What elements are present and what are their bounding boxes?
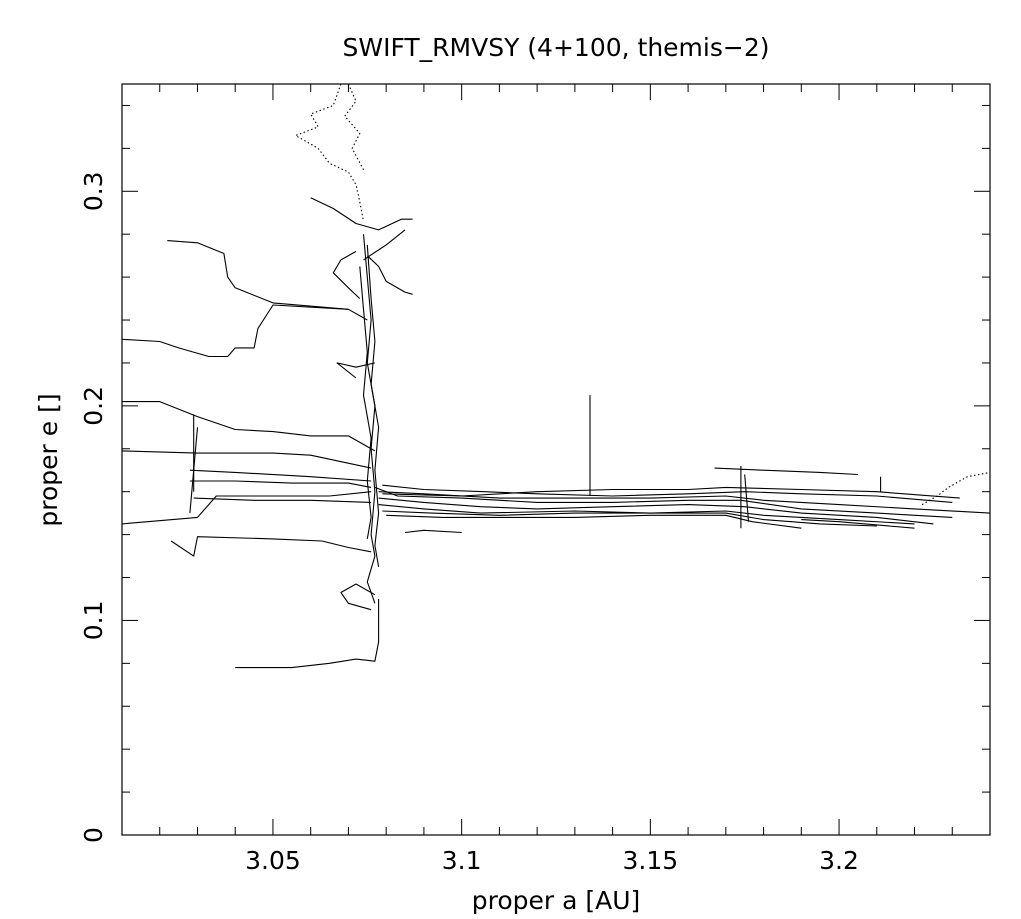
trajectory-line [382, 486, 960, 499]
trajectory-line [744, 474, 750, 522]
trajectory-line [921, 471, 991, 506]
trajectory-line [382, 510, 877, 527]
trajectory-line [801, 519, 915, 529]
trajectory-line [295, 83, 365, 222]
x-tick-label: 3.15 [623, 846, 679, 875]
y-tick-label: 0 [79, 827, 108, 843]
x-tick-label: 3.1 [442, 846, 482, 875]
trajectory-line [366, 244, 380, 567]
y-tick-label: 0.1 [79, 601, 108, 641]
trajectory-line [310, 197, 413, 231]
trajectory-line [382, 484, 953, 503]
trajectory-line [121, 450, 372, 469]
trajectory-line [363, 229, 406, 261]
x-tick-label: 3.2 [819, 846, 859, 875]
axis-tick-labels: 3.05 3.1 3.15 3.2 0 0.1 0.2 0.3 [79, 171, 859, 875]
y-tick-label: 0.3 [79, 171, 108, 211]
trajectory-line [378, 497, 934, 525]
chart-title: SWIFT_RMVSY (4+100, themis−2) [343, 33, 770, 62]
trajectory-line [344, 83, 364, 171]
trajectory-line [189, 469, 372, 482]
trajectory-line [193, 497, 372, 503]
y-axis-label: proper e [] [34, 393, 63, 526]
x-axis-label: proper a [AU] [472, 886, 641, 915]
trajectory-line [121, 491, 372, 525]
trajectory-line [121, 304, 368, 358]
trajectory-line [386, 514, 802, 529]
x-tick-label: 3.05 [245, 846, 301, 875]
trajectory-line [404, 529, 462, 534]
trajectory-line [167, 240, 349, 310]
trajectory-line [170, 536, 372, 557]
trajectory-line [374, 486, 953, 518]
y-tick-label: 0.2 [79, 386, 108, 426]
trajectory-line [340, 583, 376, 611]
trajectory-line [235, 599, 380, 669]
trajectory-line [189, 427, 199, 514]
trajectory-line [714, 467, 858, 476]
trajectory-line [362, 234, 376, 604]
series-group [121, 83, 991, 669]
trajectory-line [359, 266, 372, 539]
trajectory-line [336, 362, 376, 379]
trajectory-line [332, 250, 361, 299]
axis-ticks [121, 84, 991, 836]
trajectory-line [366, 255, 413, 295]
trajectory-line [189, 480, 372, 488]
plot-frame [121, 83, 991, 836]
trajectory-line [122, 401, 376, 452]
